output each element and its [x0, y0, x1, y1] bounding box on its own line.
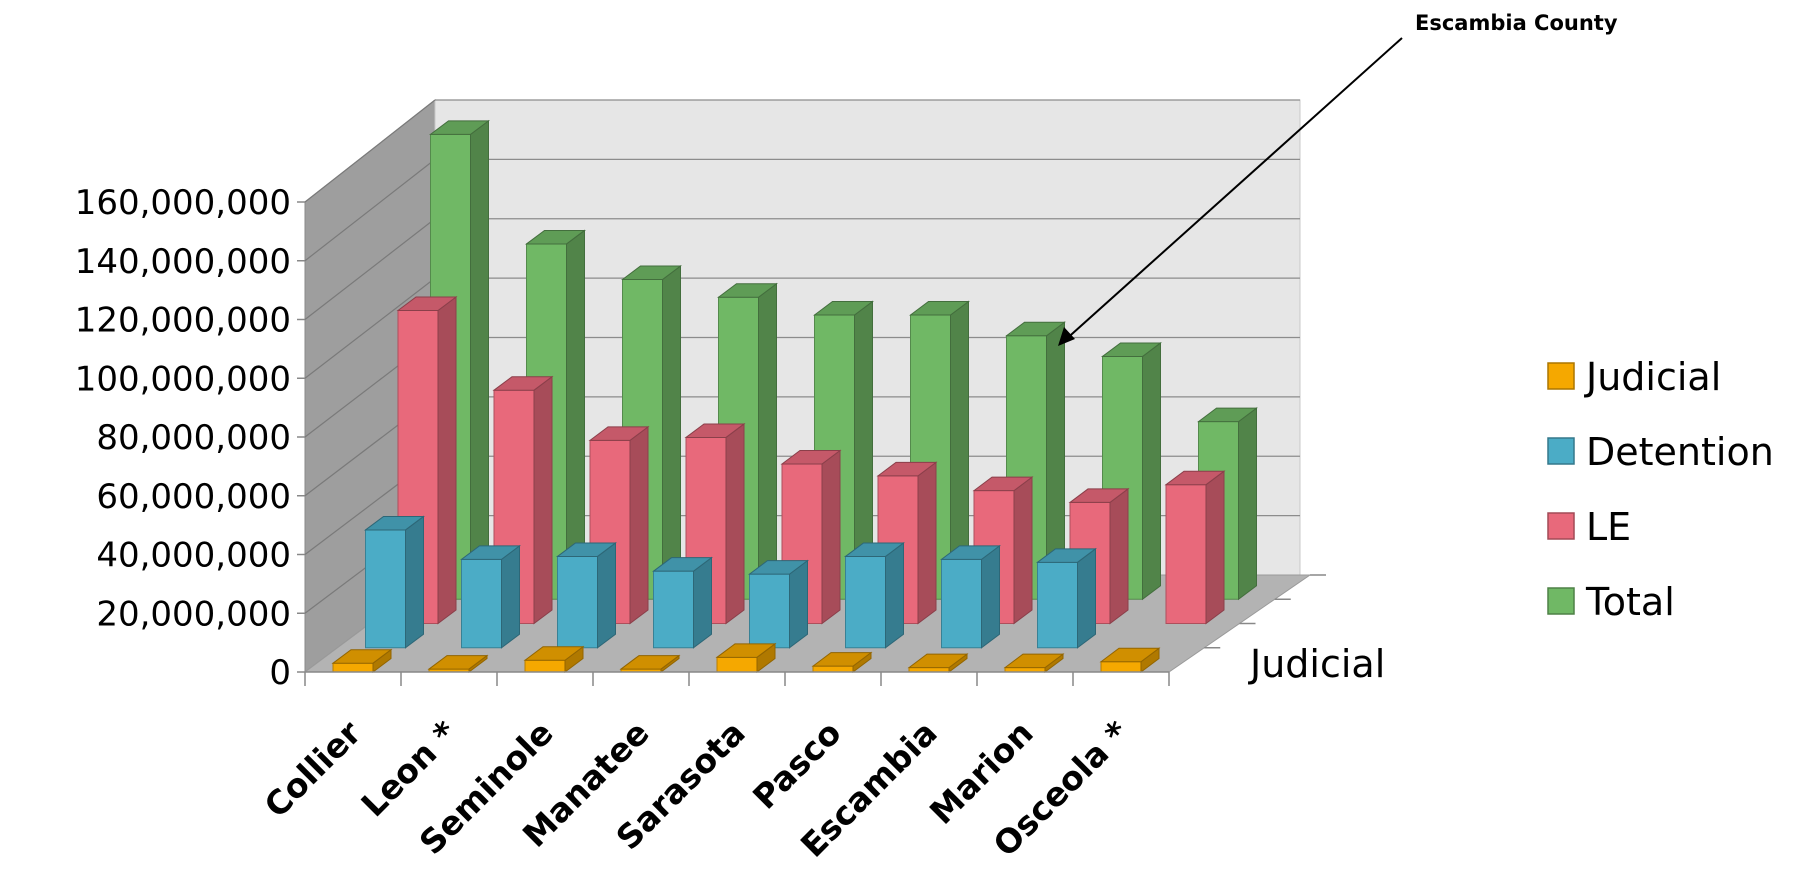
legend-label-total: Total: [1585, 580, 1675, 624]
bar-judicial-1: [427, 654, 489, 673]
ytick-label: 40,000,000: [96, 536, 291, 576]
bar-judicial-2: [523, 645, 585, 673]
ytick-label: 100,000,000: [75, 359, 291, 399]
legend-label-detention: Detention: [1586, 430, 1774, 474]
legend-swatch-le: [1547, 512, 1575, 540]
annotation-arrow: [1062, 37, 1403, 343]
bar-judicial-7: [1003, 653, 1065, 673]
annotation: Escambia County: [1058, 11, 1618, 346]
bar-detention-3: [652, 556, 713, 649]
legend-label-le: LE: [1586, 505, 1631, 549]
legend-label-judicial: Judicial: [1584, 355, 1721, 399]
bar-detention-6: [940, 544, 1001, 649]
bar-judicial-4: [715, 642, 777, 673]
ytick-label: 60,000,000: [96, 477, 291, 517]
gridline-side: [304, 158, 436, 262]
legend-swatch-detention: [1547, 437, 1575, 465]
ytick-label: 120,000,000: [75, 301, 291, 341]
gridline-side: [304, 277, 436, 379]
bar-le-8: [1164, 470, 1226, 625]
ytick-label: 80,000,000: [96, 418, 291, 458]
gridline-side: [304, 218, 436, 320]
bar-judicial-5: [811, 651, 873, 673]
xtick-label: Collier: [257, 713, 370, 826]
annotation-arrowhead: [1058, 327, 1075, 346]
gridline-side: [304, 99, 436, 203]
bar-judicial-8: [1099, 647, 1161, 673]
bar-detention-2: [556, 541, 617, 649]
bar-detention-1: [460, 544, 521, 649]
bar-judicial-0: [331, 648, 393, 673]
bar-le-2: [588, 425, 650, 625]
bar-detention-5: [844, 541, 905, 649]
bar-judicial-3: [619, 654, 681, 673]
bar-detention-7: [1036, 547, 1097, 649]
legend: Judicial Detention LE Total: [1547, 355, 1774, 624]
annotation-text: Escambia County: [1415, 11, 1618, 35]
bar-detention-4: [748, 559, 809, 649]
ytick-label: 20,000,000: [96, 594, 291, 634]
ytick-label: 160,000,000: [75, 183, 291, 223]
y-axis: 0 20,000,000 40,000,000 60,000,000 80,000,00…: [75, 183, 305, 693]
legend-swatch-judicial: [1547, 362, 1575, 390]
bar-judicial-6: [907, 653, 969, 673]
legend-swatch-total: [1547, 587, 1575, 615]
ytick-label: 0: [269, 653, 291, 693]
bar-detention-0: [364, 515, 425, 649]
depth-axis-label: Judicial: [1248, 642, 1385, 686]
ytick-label: 140,000,000: [75, 242, 291, 282]
bars: [331, 119, 1258, 673]
